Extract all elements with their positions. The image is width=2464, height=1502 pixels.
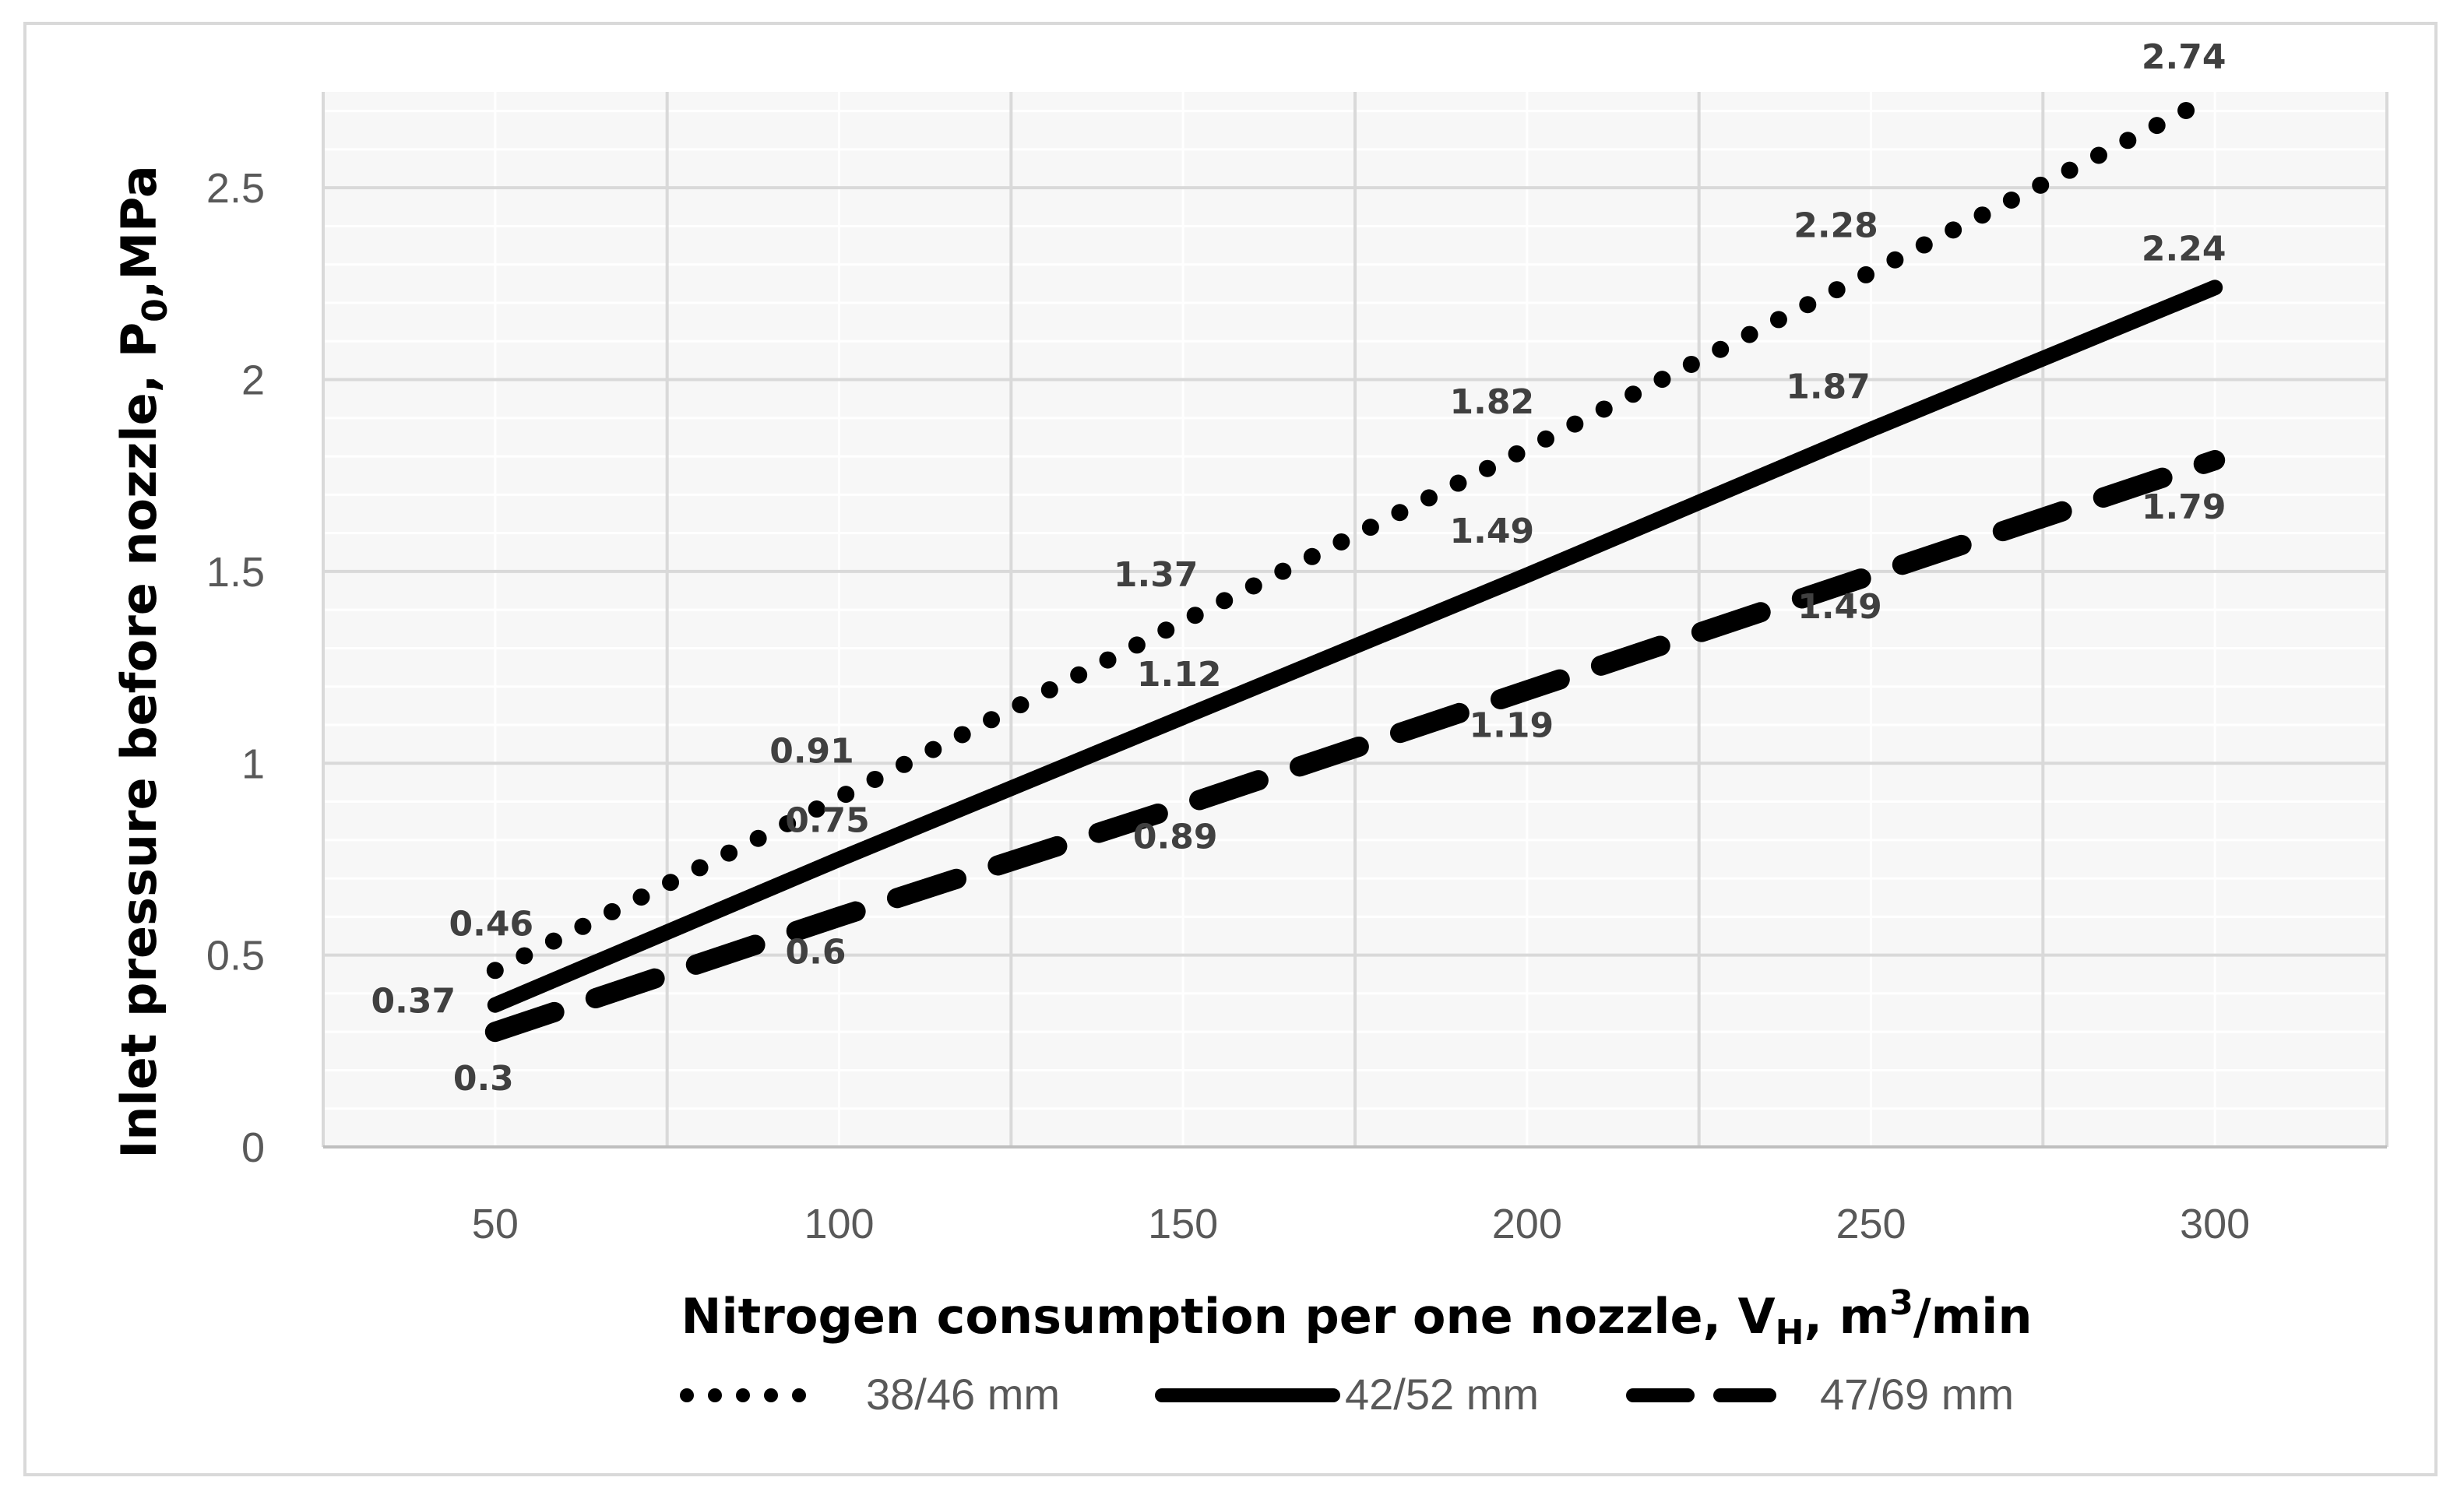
data-label: 0.46: [449, 904, 534, 944]
x-tick-label: 300: [2180, 1201, 2250, 1247]
y-tick-label: 2.5: [206, 165, 265, 212]
data-label: 1.37: [1114, 555, 1199, 595]
data-label: 0.6: [786, 932, 847, 972]
data-label: 0.37: [371, 982, 456, 1022]
x-tick-label: 200: [1492, 1201, 1562, 1247]
legend-item-42-52: 42/52 mm: [1155, 1370, 1539, 1419]
data-label: 2.28: [1793, 206, 1878, 246]
legend-item-38-46: 38/46 mm: [680, 1370, 1060, 1419]
x-tick-label: 50: [472, 1201, 519, 1247]
legend-label-42-52: 42/52 mm: [1345, 1370, 1539, 1419]
y-tick-label: 2: [241, 357, 265, 404]
data-label: 1.19: [1470, 706, 1554, 746]
y-axis-title: Inlet pressure before nozzle, P0,MPa: [111, 165, 175, 1158]
legend-label-38-46: 38/46 mm: [866, 1370, 1060, 1419]
y-axis-ticks: 0 0.5 1 1.5 2 2.5: [206, 165, 265, 1171]
data-label: 1.49: [1797, 587, 1882, 627]
x-tick-label: 100: [804, 1201, 874, 1247]
legend-label-47-69: 47/69 mm: [1820, 1370, 2014, 1419]
x-tick-label: 250: [1836, 1201, 1906, 1247]
data-label: 1.49: [1450, 512, 1535, 551]
data-label: 1.79: [2142, 487, 2226, 527]
data-labels: 0.46 0.91 1.37 1.82 2.28 2.74 0.37 0.75 1.12 1.49…: [371, 37, 2226, 1099]
y-tick-label: 0: [241, 1124, 265, 1171]
x-tick-label: 150: [1148, 1201, 1218, 1247]
series-line-42-52-mm: [487, 280, 2223, 1013]
legend-item-47-69: 47/69 mm: [1626, 1370, 2014, 1419]
series-lines: [484, 86, 2226, 1043]
data-label: 0.3: [453, 1059, 514, 1099]
data-label: 2.24: [2142, 229, 2226, 269]
series-line-38-46-mm: [486, 86, 2224, 980]
data-label: 1.12: [1137, 655, 1222, 695]
data-label: 0.75: [785, 800, 870, 840]
series-line-47-69-mm: [484, 450, 2226, 1043]
y-tick-label: 1: [241, 740, 265, 787]
legend: 38/46 mm 42/52 mm 47/69 mm: [680, 1370, 2014, 1419]
y-tick-label: 1.5: [206, 549, 265, 596]
data-label: 0.91: [769, 732, 854, 772]
data-label: 1.82: [1450, 382, 1535, 422]
data-label: 0.89: [1133, 817, 1218, 857]
x-axis-ticks: 50 100 150 200 250 300: [472, 1201, 2250, 1247]
data-label: 2.74: [2142, 37, 2226, 77]
x-axis-title: Nitrogen consumption per one nozzle, VH,…: [681, 1283, 2033, 1353]
data-label: 1.87: [1786, 368, 1871, 407]
y-tick-label: 0.5: [206, 933, 265, 980]
